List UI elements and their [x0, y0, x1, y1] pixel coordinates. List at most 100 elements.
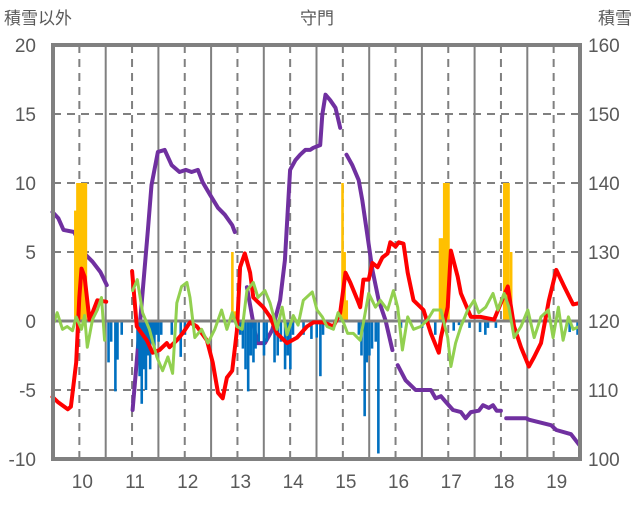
positive-bar	[76, 183, 79, 321]
x-tick: 14	[283, 472, 305, 493]
y-tick-right: 160	[588, 36, 620, 57]
negative-bar	[116, 321, 119, 360]
negative-bar	[486, 321, 490, 328]
negative-bar	[374, 321, 378, 342]
x-tick: 13	[230, 472, 251, 493]
series-line-green-series	[51, 296, 107, 349]
negative-bar	[357, 321, 361, 335]
left-axis-title: 積雪以外	[4, 9, 72, 28]
x-tick: 10	[72, 472, 93, 493]
y-tick-right: 100	[588, 450, 620, 471]
y-tick-right: 150	[588, 105, 620, 126]
positive-bar	[345, 300, 349, 321]
series-line-red-series	[50, 266, 109, 412]
negative-bar	[107, 321, 110, 363]
negative-bar	[494, 321, 498, 328]
chart-title: 守門	[300, 9, 334, 28]
y-tick-right: 120	[588, 312, 620, 333]
negative-bar	[157, 321, 160, 342]
negative-bar	[291, 321, 295, 335]
x-tick: 12	[177, 472, 198, 493]
x-tick: 19	[546, 472, 567, 493]
y-tick-left: 15	[15, 105, 36, 126]
x-tick: 17	[441, 472, 462, 493]
negative-bar	[142, 321, 146, 370]
negative-bar	[146, 321, 150, 356]
positive-bar	[509, 252, 513, 321]
positive-bar	[438, 238, 442, 321]
negative-bar	[289, 321, 292, 370]
y-tick-left: 5	[25, 243, 36, 264]
negative-bar	[179, 321, 183, 357]
y-tick-left: 20	[15, 36, 36, 57]
negative-bar	[262, 321, 266, 356]
negative-bar	[370, 321, 374, 349]
positive-bar	[503, 183, 506, 321]
negative-bar	[319, 321, 322, 377]
series-line-snow-depth	[130, 147, 237, 412]
positive-bar	[341, 183, 344, 321]
negative-bar	[136, 321, 139, 349]
positive-bar	[78, 183, 81, 321]
negative-bar	[363, 321, 366, 417]
series-line-snow-depth	[344, 152, 395, 352]
negative-bar	[484, 321, 487, 335]
snow-depth-layer	[50, 92, 582, 448]
negative-bar	[246, 321, 250, 392]
positive-bar	[507, 183, 510, 321]
negative-bar	[457, 321, 461, 326]
negative-bar	[170, 321, 174, 335]
positive-bar	[82, 183, 86, 321]
positive-bar	[440, 238, 444, 321]
negative-bar	[276, 321, 279, 356]
positive-bar	[447, 183, 450, 321]
negative-bar	[283, 321, 287, 370]
positive-bar	[84, 183, 88, 321]
y-tick-left: -5	[19, 381, 36, 402]
negative-bar	[140, 321, 144, 404]
right-axis-title: 積雪	[598, 9, 632, 28]
negative-bar	[321, 321, 325, 335]
negative-bar	[433, 321, 437, 335]
series-line-snow-depth	[504, 416, 582, 448]
plot-border	[51, 43, 582, 461]
negative-bar	[265, 321, 268, 342]
positive-bar	[74, 210, 77, 321]
negative-bar	[159, 321, 163, 335]
y-tick-left: 10	[15, 174, 36, 195]
negative-bar	[144, 321, 148, 390]
positive-bar	[445, 183, 448, 321]
x-tick: 11	[125, 472, 145, 493]
negative-bar	[568, 321, 571, 333]
negative-bar	[241, 321, 245, 349]
y-tick-right: 130	[588, 243, 620, 264]
negative-bar	[273, 321, 276, 363]
series-line-snow-depth	[244, 92, 343, 346]
negative-bar	[468, 321, 471, 328]
series-line-red-series	[130, 240, 582, 401]
negative-bar	[120, 321, 124, 335]
x-tick: 16	[388, 472, 409, 493]
y-tick-right: 110	[588, 381, 618, 402]
negative-bar	[153, 321, 156, 349]
negative-bar	[244, 321, 247, 370]
series-line-snow-depth	[395, 363, 503, 421]
negative-bar	[377, 321, 380, 454]
negative-bar	[286, 321, 290, 356]
negative-bar	[257, 321, 261, 342]
y-tick-left: -10	[9, 450, 36, 471]
positive-bar	[231, 252, 234, 321]
negative-bar	[452, 321, 456, 331]
positive-bar	[505, 183, 508, 321]
negative-bar	[138, 321, 141, 377]
negative-bar	[252, 321, 255, 363]
bars-layer	[53, 183, 580, 454]
negative-bar	[114, 321, 117, 392]
negative-bar	[315, 321, 318, 338]
series-line-green-series	[131, 278, 581, 375]
negative-bar	[109, 321, 113, 342]
negative-bar	[249, 321, 253, 356]
negative-bar	[368, 321, 371, 356]
negative-bar	[310, 321, 313, 339]
